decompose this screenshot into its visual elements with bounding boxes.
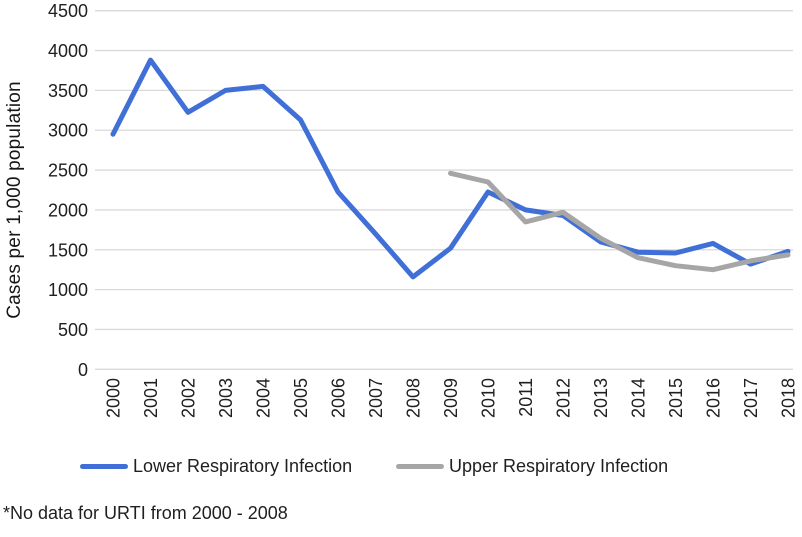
legend: Lower Respiratory Infection Upper Respir…	[0, 452, 802, 480]
x-tick-label: 2007	[366, 378, 386, 418]
x-tick-label: 2010	[479, 378, 499, 418]
x-tick-label: 2005	[291, 378, 311, 418]
x-tick-label: 2013	[591, 378, 611, 418]
series-line-1	[448, 170, 791, 273]
x-tick-label: 2002	[179, 378, 199, 418]
x-tick-label: 2000	[104, 378, 124, 418]
x-tick-label: 2018	[779, 378, 799, 418]
legend-item-lower-respiratory: Lower Respiratory Infection	[80, 452, 352, 480]
y-tick-label: 2000	[48, 200, 88, 220]
x-tick-label: 2017	[741, 378, 761, 418]
y-axis-title: Cases per 1,000 population	[4, 81, 25, 319]
x-tick-label: 2009	[441, 378, 461, 418]
x-tick-label: 2014	[629, 378, 649, 418]
legend-line-swatch-upper	[396, 463, 444, 469]
legend-item-upper-respiratory: Upper Respiratory Infection	[396, 452, 668, 480]
y-tick-label: 4500	[48, 1, 88, 21]
x-tick-label: 2015	[666, 378, 686, 418]
x-tick-label: 2012	[554, 378, 574, 418]
legend-label-lower: Lower Respiratory Infection	[133, 455, 353, 476]
legend-label-upper: Upper Respiratory Infection	[449, 455, 669, 476]
x-tick-label: 2008	[404, 378, 424, 418]
y-tick-label: 3000	[48, 121, 88, 141]
footnote: *No data for URTI from 2000 - 2008	[3, 503, 288, 523]
y-tick-label: 0	[78, 360, 88, 380]
x-tick-label: 2004	[254, 378, 274, 418]
series-line-0	[110, 57, 791, 280]
x-tick-label: 2001	[141, 378, 161, 418]
y-tick-label: 3500	[48, 81, 88, 101]
y-tick-label: 1500	[48, 240, 88, 260]
x-tick-label: 2006	[329, 378, 349, 418]
y-tick-label: 1000	[48, 280, 88, 300]
y-tick-label: 500	[58, 320, 88, 340]
y-tick-label: 2500	[48, 161, 88, 181]
x-tick-label: 2011	[516, 378, 536, 417]
y-tick-label: 4000	[48, 41, 88, 61]
x-tick-label: 2016	[704, 378, 724, 418]
x-tick-label: 2003	[216, 378, 236, 418]
legend-line-swatch-lower	[80, 463, 128, 469]
